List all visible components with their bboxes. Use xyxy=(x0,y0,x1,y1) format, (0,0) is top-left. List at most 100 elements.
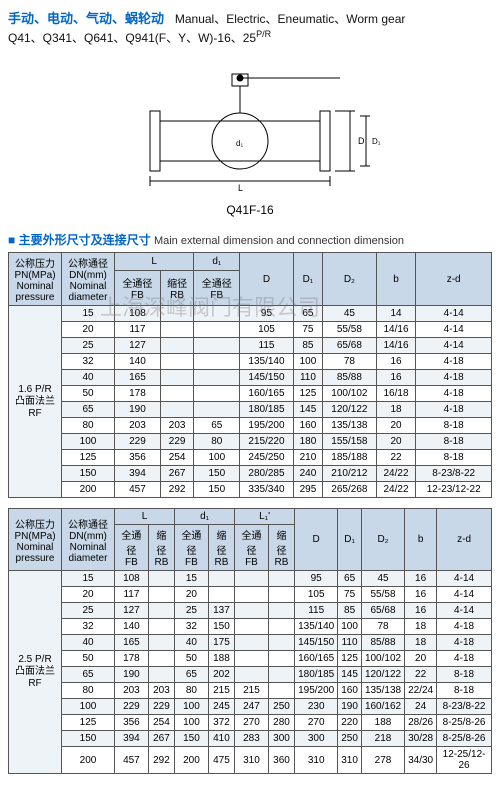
header-types-en: Manual、Electric、Eneumatic、Worm gear xyxy=(175,12,406,26)
th-pn: 公称压力 PN(MPa) Nominal pressure xyxy=(9,253,62,306)
cell-d1fb: 40 xyxy=(175,635,209,651)
cell-Lfb: 229 xyxy=(115,434,161,450)
cell-D2: 100/102 xyxy=(323,386,377,402)
cell-D: 310 xyxy=(295,747,338,774)
cell-b: 18 xyxy=(376,402,416,418)
cell-D1: 160 xyxy=(293,418,322,434)
cell-Lfb: 457 xyxy=(115,747,149,774)
cell-dn: 32 xyxy=(62,354,115,370)
cell-L1rb xyxy=(268,635,294,651)
cell-d1rb: 137 xyxy=(208,603,234,619)
cell-zd: 4-18 xyxy=(437,651,492,667)
th2-L1-rb: 缩径 RB xyxy=(268,525,294,571)
cell-Lrb: 254 xyxy=(160,450,193,466)
cell-Lrb xyxy=(148,587,174,603)
cell-L1fb xyxy=(235,603,269,619)
cell-Lfb: 356 xyxy=(115,715,149,731)
cell-Lrb xyxy=(160,370,193,386)
cell-b: 20 xyxy=(376,418,416,434)
table-row: 200457292150335/340295265/26824/2212-23/… xyxy=(9,482,492,498)
cell-b: 34/30 xyxy=(405,747,437,774)
table-row: 4016540175145/15011085/88184-18 xyxy=(9,635,492,651)
cell-D2: 78 xyxy=(323,354,377,370)
cell-zd: 8-18 xyxy=(437,683,492,699)
cell-D2: 120/122 xyxy=(361,667,404,683)
th2-D1: D₁ xyxy=(338,509,362,571)
cell-zd: 8-25/8-26 xyxy=(437,731,492,747)
cell-D: 195/200 xyxy=(240,418,294,434)
cell-L1fb: 215 xyxy=(235,683,269,699)
cell-zd: 8-18 xyxy=(416,450,492,466)
cell-d1fb xyxy=(194,338,240,354)
cell-dn: 65 xyxy=(62,667,115,683)
th2-D2: D₂ xyxy=(361,509,404,571)
cell-L1rb: 360 xyxy=(268,747,294,774)
cell-dn: 100 xyxy=(62,699,115,715)
cell-D1: 125 xyxy=(293,386,322,402)
cell-zd: 4-14 xyxy=(437,571,492,587)
cell-zd: 8-18 xyxy=(416,434,492,450)
cell-Lrb xyxy=(160,322,193,338)
cell-D2: 218 xyxy=(361,731,404,747)
cell-d1fb xyxy=(194,386,240,402)
cell-D: 245/250 xyxy=(240,450,294,466)
cell-D2: 135/138 xyxy=(361,683,404,699)
cell-L1rb: 300 xyxy=(268,731,294,747)
cell-L1fb: 270 xyxy=(235,715,269,731)
cell-D2: 55/58 xyxy=(323,322,377,338)
cell-L1rb: 280 xyxy=(268,715,294,731)
cell-Lrb: 292 xyxy=(148,747,174,774)
cell-L1rb xyxy=(268,571,294,587)
cell-b: 16 xyxy=(405,603,437,619)
table-row: 3214032150135/14010078184-18 xyxy=(9,619,492,635)
cell-L1fb xyxy=(235,667,269,683)
cell-d1fb xyxy=(194,370,240,386)
th-dn: 公称通径 DN(mm) Nominal diameter xyxy=(62,253,115,306)
cell-D2: 120/122 xyxy=(323,402,377,418)
cell-zd: 12-23/12-22 xyxy=(416,482,492,498)
table-row: 8020320380215215195/200160135/13822/248-… xyxy=(9,683,492,699)
cell-Lfb: 356 xyxy=(115,450,161,466)
svg-text:D₁: D₁ xyxy=(372,137,381,146)
th-L-fb: 全通径 FB xyxy=(115,271,161,306)
cell-d1fb: 80 xyxy=(194,434,240,450)
th-b: b xyxy=(376,253,416,306)
cell-Lfb: 178 xyxy=(115,651,149,667)
cell-D2: 100/102 xyxy=(361,651,404,667)
cell-D1: 75 xyxy=(338,587,362,603)
cell-Lfb: 394 xyxy=(115,466,161,482)
cell-Lfb: 140 xyxy=(115,354,161,370)
cell-dn: 200 xyxy=(62,482,115,498)
cell-L1rb xyxy=(268,651,294,667)
cell-Lfb: 457 xyxy=(115,482,161,498)
cell-b: 18 xyxy=(405,619,437,635)
cell-D1: 240 xyxy=(293,466,322,482)
th2-b: b xyxy=(405,509,437,571)
th-D2: D₂ xyxy=(323,253,377,306)
cell-Lrb xyxy=(160,402,193,418)
cell-D1: 210 xyxy=(293,450,322,466)
cell-L1rb xyxy=(268,603,294,619)
table-row: 5017850188160/165125100/102204-18 xyxy=(9,651,492,667)
cell-D1: 250 xyxy=(338,731,362,747)
cell-D1: 110 xyxy=(338,635,362,651)
cell-D: 105 xyxy=(240,322,294,338)
cell-dn: 125 xyxy=(62,450,115,466)
cell-dn: 32 xyxy=(62,619,115,635)
cell-D: 95 xyxy=(295,571,338,587)
cell-b: 16 xyxy=(405,571,437,587)
header-models-text: Q41、Q341、Q641、Q941(F、Y、W)-16、25 xyxy=(8,31,256,45)
cell-Lrb xyxy=(148,603,174,619)
table-row: 8020320365195/200160135/138208-18 xyxy=(9,418,492,434)
cell-d1fb: 20 xyxy=(175,587,209,603)
cell-Lrb xyxy=(160,386,193,402)
cell-D2: 55/58 xyxy=(361,587,404,603)
cell-d1rb: 475 xyxy=(208,747,234,774)
dimension-table-1: 公称压力 PN(MPa) Nominal pressure 公称通径 DN(mm… xyxy=(8,252,492,498)
table-row: 1.6 P/R 凸面法兰 RF15108956545144-14 xyxy=(9,306,492,322)
cell-L1fb: 310 xyxy=(235,747,269,774)
cell-Lrb: 229 xyxy=(160,434,193,450)
th2-L1-fb: 全通径 FB xyxy=(235,525,269,571)
cell-D2: 85/88 xyxy=(323,370,377,386)
table-row: 50178160/165125100/10216/184-18 xyxy=(9,386,492,402)
